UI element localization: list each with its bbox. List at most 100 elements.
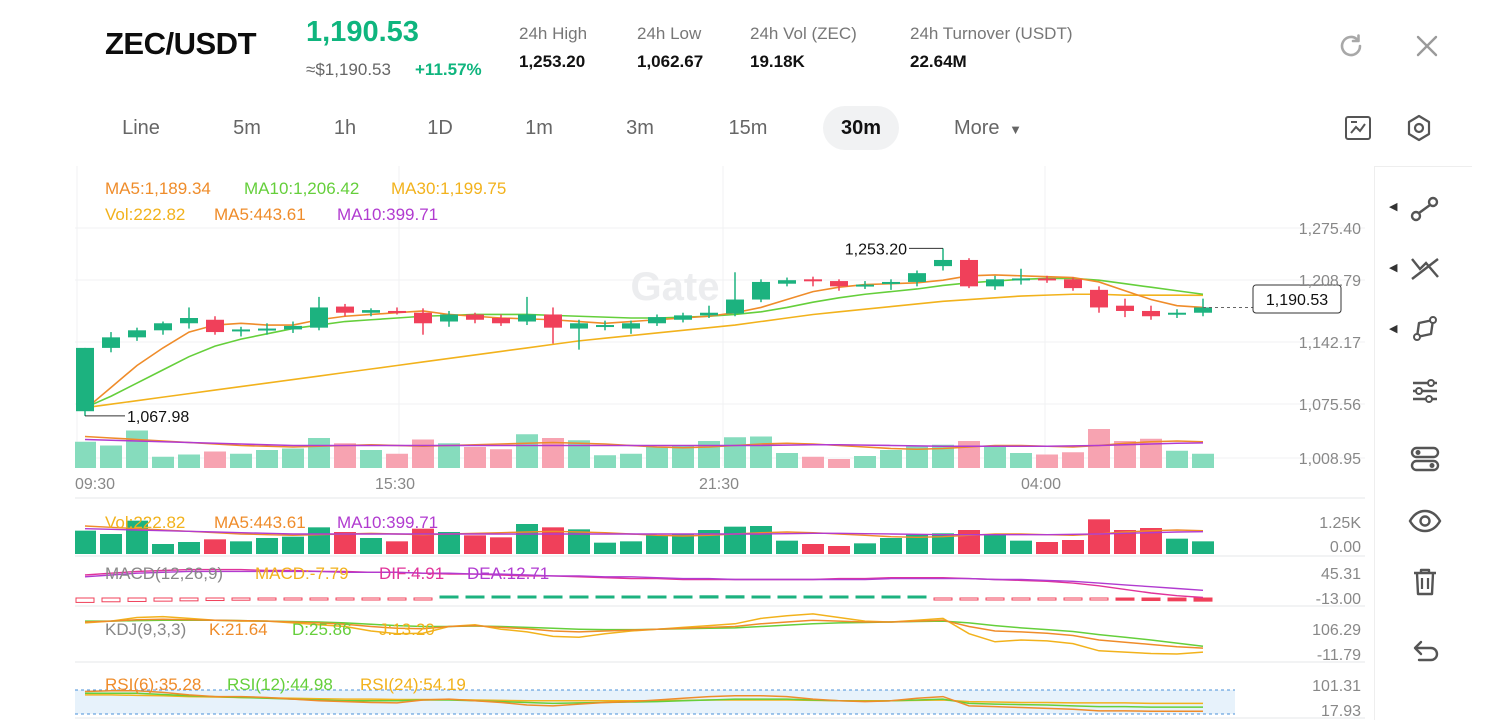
time-axis: 09:30 15:30 21:30 04:00 — [75, 476, 1061, 493]
candle-body — [414, 312, 432, 324]
tab-15m[interactable]: 15m — [728, 117, 768, 139]
volume-bar — [490, 449, 512, 468]
macd-hist-bar — [907, 595, 927, 599]
expand-arrow-icon[interactable]: ◀ — [1389, 323, 1398, 335]
rsi6-line — [84, 689, 1203, 713]
kdj-k-line — [84, 618, 1204, 649]
vp-volume-bar — [204, 539, 226, 554]
kline-chart-svg[interactable]: Gate 1,253.20 1,067.98 1,190.53 MA5:1,18… — [74, 166, 1373, 720]
vp-volume-bar — [334, 532, 356, 554]
macd-hist-bar — [309, 597, 329, 601]
undo-icon[interactable] — [1405, 632, 1445, 672]
expand-arrow-icon[interactable]: ◀ — [1389, 262, 1398, 274]
kdj-name: KDJ(9,3,3) — [105, 620, 186, 639]
stat-label: 24h Vol (ZEC) — [750, 24, 857, 43]
macd-hist-bar — [439, 595, 459, 599]
volume-bar — [854, 456, 876, 468]
macd-hist-bar — [621, 595, 641, 599]
tab-1h[interactable]: 1h — [333, 117, 357, 139]
macd-hist-bar — [933, 597, 953, 601]
visibility-eye-icon[interactable] — [1405, 501, 1445, 541]
vp-volume-bar — [1088, 519, 1110, 554]
vp-volume-bar — [1166, 538, 1188, 554]
tab-3m[interactable]: 3m — [626, 117, 654, 139]
candle-body — [674, 315, 692, 320]
ma30-line — [84, 293, 1204, 409]
indicator-sliders-icon[interactable] — [1405, 371, 1445, 411]
macd-hist-bar — [699, 595, 719, 599]
macd-hist-bar — [725, 595, 745, 599]
volume-bar — [152, 456, 174, 468]
expand-arrow-icon[interactable]: ◀ — [1389, 201, 1398, 213]
vp-volume-bar — [724, 526, 746, 554]
vp-ma5-legend: MA5:443.61 — [214, 513, 306, 532]
kdj-legend: KDJ(9,3,3) K:21.64 D:25.86 J:13.20 — [105, 620, 435, 639]
x-tick: 09:30 — [75, 476, 115, 493]
candle-body — [232, 329, 250, 332]
tab-30m[interactable]: 30m — [823, 106, 899, 150]
y-tick: 1,275.40 — [1299, 221, 1361, 238]
delete-trash-icon[interactable] — [1405, 562, 1445, 602]
macd-hist-bar — [569, 595, 589, 599]
chart-layout-icon[interactable] — [1343, 113, 1373, 143]
shape-tool-icon[interactable] — [1405, 309, 1445, 349]
macd-hist-bar — [855, 595, 875, 599]
volume-bar — [620, 453, 642, 468]
candle-body — [76, 347, 94, 412]
macd-hist-bar — [543, 595, 563, 599]
indicator-toggle-icon[interactable] — [1405, 439, 1445, 479]
macd-hist-bar — [257, 597, 277, 601]
settings-hex-icon[interactable] — [1404, 113, 1434, 143]
rsi-y-tick: 17.93 — [1321, 703, 1361, 720]
y-tick: 1,075.56 — [1299, 397, 1361, 414]
tab-5m[interactable]: 5m — [233, 117, 261, 139]
rsi6-legend: RSI(6):35.28 — [105, 675, 201, 694]
refresh-icon[interactable] — [1335, 30, 1367, 62]
tab-line[interactable]: Line — [122, 117, 160, 139]
main-volume-ma-lines — [84, 435, 1204, 451]
macd-value: MACD:-7.79 — [255, 564, 349, 583]
macd-hist-bar — [803, 595, 823, 599]
candle-body — [934, 259, 952, 267]
vp-volume-bar — [828, 546, 850, 554]
candle-body — [362, 310, 380, 313]
line-tool-icon[interactable] — [1405, 189, 1445, 229]
candle-body — [960, 259, 978, 287]
volume-bar — [802, 456, 824, 468]
macd-axis: 45.31 -13.00 — [1316, 566, 1361, 608]
vp-volume-bar — [412, 528, 434, 554]
candle-body — [1168, 312, 1186, 315]
kline-chart-area[interactable]: Gate 1,253.20 1,067.98 1,190.53 MA5:1,18… — [74, 166, 1373, 720]
volume-bar — [74, 441, 96, 468]
macd-hist-bar — [1011, 597, 1031, 601]
volume-bar — [646, 447, 668, 468]
macd-hist-bar — [491, 595, 511, 599]
current-price-tag: 1,190.53 — [1266, 292, 1328, 309]
macd-dea: DEA:12.71 — [467, 564, 549, 583]
candle-body — [310, 307, 328, 328]
candle-body — [102, 337, 120, 348]
macd-hist-bar — [1089, 597, 1109, 601]
tab-1m[interactable]: 1m — [525, 117, 553, 139]
volume-bar — [568, 440, 590, 468]
close-icon[interactable] — [1411, 30, 1443, 62]
vp-vol-legend: Vol:222.82 — [105, 513, 185, 532]
price-change-percent: +11.57% — [415, 60, 482, 79]
vp-volume-bar — [750, 526, 772, 554]
macd-hist-bar — [205, 597, 225, 602]
tab-more[interactable]: More ▼ — [938, 106, 1038, 150]
tab-1d[interactable]: 1D — [427, 117, 453, 139]
volume-bar — [1114, 441, 1136, 468]
kdj-y-tick: 106.29 — [1312, 622, 1361, 639]
candle-body — [596, 325, 614, 328]
kdj-axis: 106.29 -11.79 — [1312, 622, 1361, 664]
macd-hist-bar — [101, 597, 121, 603]
candle-body — [778, 280, 796, 284]
caret-down-icon: ▼ — [1009, 122, 1022, 137]
ma5-line — [84, 274, 1204, 411]
volume-bar — [100, 445, 122, 468]
volume-bar — [1140, 438, 1162, 468]
trend-tool-icon[interactable] — [1405, 249, 1445, 289]
x-tick: 21:30 — [699, 476, 739, 493]
macd-hist-bar — [127, 597, 147, 602]
